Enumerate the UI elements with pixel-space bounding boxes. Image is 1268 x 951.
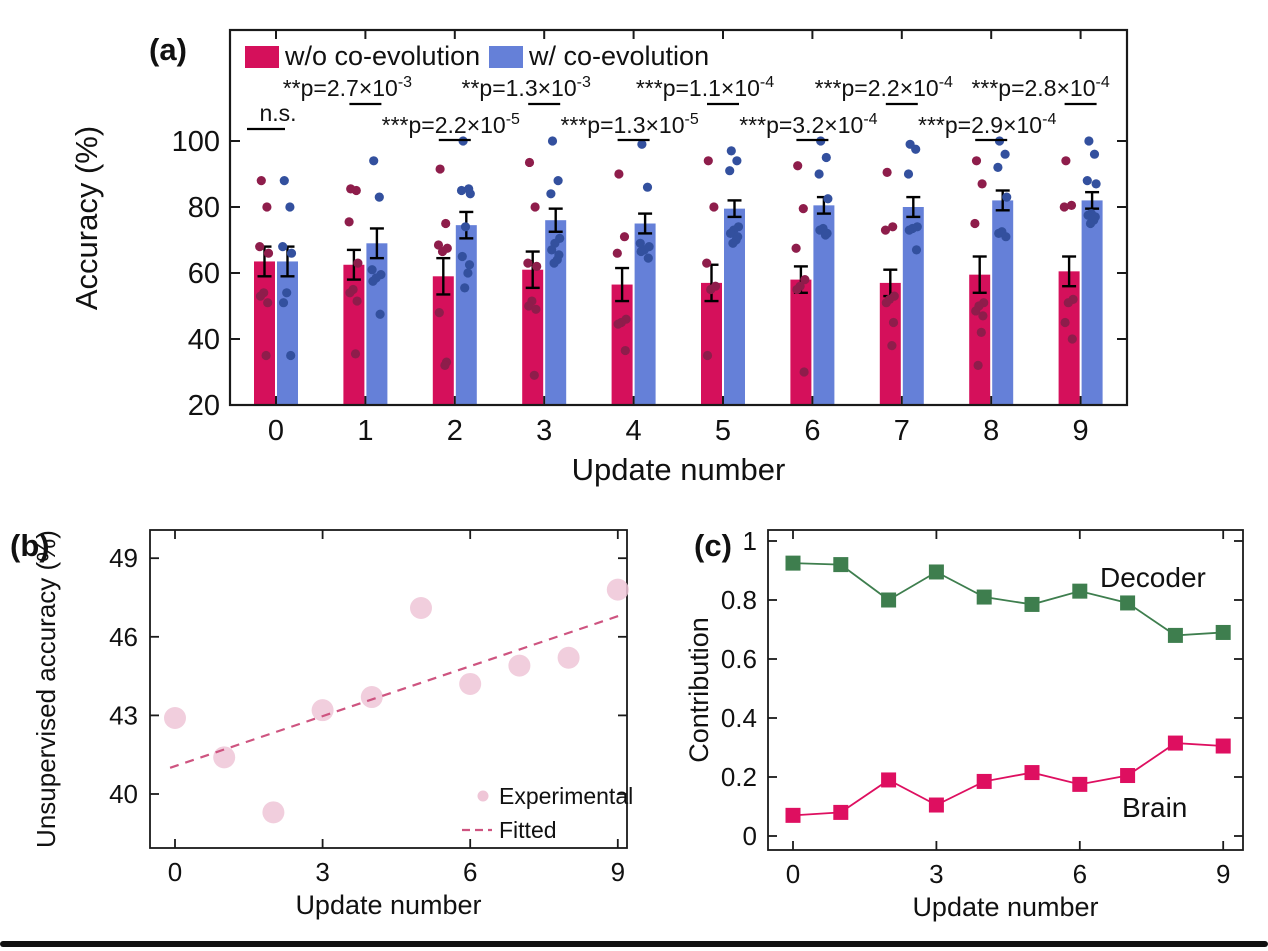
svg-text:43: 43 bbox=[109, 700, 138, 730]
svg-text:100: 100 bbox=[172, 126, 220, 158]
svg-text:0.2: 0.2 bbox=[721, 762, 757, 792]
panel-b-label: (b) bbox=[10, 528, 50, 563]
svg-text:0.8: 0.8 bbox=[721, 585, 757, 615]
svg-text:6: 6 bbox=[463, 857, 477, 887]
svg-text:3: 3 bbox=[536, 415, 552, 447]
svg-text:6: 6 bbox=[804, 415, 820, 447]
svg-text:Accuracy (%): Accuracy (%) bbox=[69, 126, 104, 310]
svg-text:Update number: Update number bbox=[912, 892, 1098, 922]
svg-text:0: 0 bbox=[743, 821, 757, 851]
svg-text:40: 40 bbox=[188, 324, 220, 356]
svg-text:w/o co-evolution: w/o co-evolution bbox=[284, 41, 480, 71]
svg-text:0.4: 0.4 bbox=[721, 703, 757, 733]
svg-text:***p=2.2×10-4: ***p=2.2×10-4 bbox=[815, 74, 953, 101]
svg-text:5: 5 bbox=[715, 415, 731, 447]
svg-text:Experimental: Experimental bbox=[499, 783, 633, 809]
panel-c-label: (c) bbox=[694, 528, 732, 563]
svg-text:***p=2.2×10-5: ***p=2.2×10-5 bbox=[382, 111, 520, 138]
svg-text:Decoder: Decoder bbox=[1100, 562, 1206, 593]
svg-text:0.6: 0.6 bbox=[721, 644, 757, 674]
svg-text:***p=2.8×10-4: ***p=2.8×10-4 bbox=[971, 74, 1109, 101]
svg-text:***p=3.2×10-4: ***p=3.2×10-4 bbox=[739, 111, 877, 138]
svg-text:***p=2.9×10-4: ***p=2.9×10-4 bbox=[918, 111, 1056, 138]
svg-text:Update number: Update number bbox=[572, 452, 786, 487]
svg-text:n.s.: n.s. bbox=[259, 100, 296, 126]
svg-text:***p=1.1×10-4: ***p=1.1×10-4 bbox=[636, 74, 774, 101]
svg-text:Contribution: Contribution bbox=[684, 617, 714, 763]
svg-text:49: 49 bbox=[109, 543, 138, 573]
svg-text:Brain: Brain bbox=[1122, 792, 1187, 823]
line-chart-contribution: 0 0.2 0.4 0.6 0.8 1 0 3 6 9 Update number Contribut… bbox=[684, 526, 1244, 922]
svg-text:w/ co-evolution: w/ co-evolution bbox=[528, 41, 709, 71]
panel-a-label: (a) bbox=[149, 32, 187, 67]
svg-text:80: 80 bbox=[188, 192, 220, 224]
svg-text:20: 20 bbox=[188, 390, 220, 422]
svg-text:8: 8 bbox=[983, 415, 999, 447]
scatter-unsupervised-accuracy: 40 43 46 49 0 3 6 9 Update number Unsupervised ac… bbox=[31, 529, 633, 920]
svg-text:60: 60 bbox=[188, 258, 220, 290]
svg-text:**p=1.3×10-3: **p=1.3×10-3 bbox=[462, 74, 591, 101]
svg-text:4: 4 bbox=[626, 415, 642, 447]
svg-text:***p=1.3×10-5: ***p=1.3×10-5 bbox=[560, 111, 698, 138]
svg-text:0: 0 bbox=[168, 857, 182, 887]
svg-text:2: 2 bbox=[447, 415, 463, 447]
svg-text:40: 40 bbox=[109, 779, 138, 809]
svg-text:0: 0 bbox=[268, 415, 284, 447]
svg-text:9: 9 bbox=[1216, 859, 1230, 889]
svg-text:6: 6 bbox=[1073, 859, 1087, 889]
svg-text:Fitted: Fitted bbox=[499, 817, 557, 843]
svg-text:9: 9 bbox=[611, 857, 625, 887]
svg-text:Update number: Update number bbox=[295, 890, 481, 920]
svg-text:**p=2.7×10-3: **p=2.7×10-3 bbox=[283, 74, 412, 101]
svg-text:3: 3 bbox=[315, 857, 329, 887]
svg-text:Unsupervised accuracy (%): Unsupervised accuracy (%) bbox=[31, 530, 61, 848]
figure-bottom-border bbox=[0, 941, 1268, 947]
svg-text:7: 7 bbox=[894, 415, 910, 447]
svg-text:1: 1 bbox=[743, 526, 757, 556]
svg-text:3: 3 bbox=[929, 859, 943, 889]
svg-text:46: 46 bbox=[109, 622, 138, 652]
svg-text:0: 0 bbox=[786, 859, 800, 889]
svg-text:9: 9 bbox=[1073, 415, 1089, 447]
bar-chart-accuracy: 20 40 60 80 100 0 1 2 3 4 5 6 7 8 9 Update number Accura… bbox=[69, 28, 1129, 487]
svg-text:1: 1 bbox=[357, 415, 373, 447]
